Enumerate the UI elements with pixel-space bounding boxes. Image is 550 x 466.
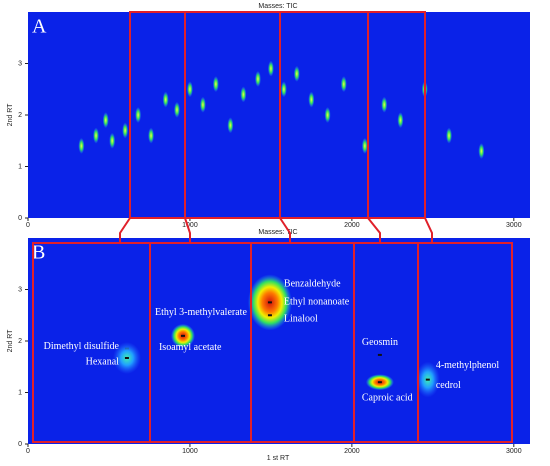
y-axis-label: 2nd RT: [7, 329, 14, 353]
panel-title: Masses: TIC: [258, 3, 297, 10]
zoom-connector: [184, 217, 191, 243]
peak-marker: [377, 353, 382, 356]
peak: [446, 127, 453, 144]
x-tick-label: 1000: [182, 448, 198, 455]
peak: [240, 86, 247, 103]
x-tick-label: 3000: [506, 222, 522, 229]
peak: [324, 107, 331, 123]
compound-label: Caproic acid: [362, 392, 413, 403]
y-tick-label: 1: [18, 389, 22, 396]
panel-title: Masses: TIC: [258, 229, 297, 236]
peak: [135, 107, 142, 123]
peak: [254, 70, 261, 87]
peak: [212, 76, 219, 93]
peak-marker: [180, 334, 185, 337]
y-tick-label: 3: [18, 286, 22, 293]
zoom-region: [367, 11, 426, 219]
peak: [109, 132, 116, 149]
peak: [361, 137, 368, 154]
peak-marker: [124, 356, 129, 359]
peak-marker: [377, 381, 382, 384]
panel-label: B: [32, 242, 45, 264]
compound-label: Dimethyl disulfide: [44, 341, 120, 352]
x-axis-label: 1 st RT: [267, 455, 290, 462]
compound-label: 4-methylphenol: [436, 360, 500, 371]
x-tick-label: 0: [26, 448, 30, 455]
x-tick-label: 0: [26, 222, 30, 229]
peak: [381, 96, 388, 113]
compound-label: Hexanal: [86, 356, 120, 367]
panel-label: A: [32, 16, 47, 38]
peak: [340, 76, 347, 93]
peak: [186, 81, 193, 98]
compound-label: Benzaldehyde: [284, 278, 341, 289]
plot-area: [28, 238, 530, 444]
y-tick-label: 0: [18, 441, 22, 448]
zoom-box: [417, 242, 513, 443]
peak: [173, 101, 180, 118]
y-tick-label: 0: [18, 215, 22, 222]
y-tick-label: 2: [18, 338, 22, 345]
zoom-connector: [119, 217, 131, 243]
peak-marker: [267, 314, 272, 317]
compound-label: cedrol: [436, 380, 461, 391]
x-tick-label: 2000: [344, 222, 360, 229]
x-tick-label: 3000: [506, 448, 522, 455]
peak: [93, 127, 100, 144]
y-tick-label: 1: [18, 163, 22, 170]
peak: [478, 143, 485, 160]
zoom-connector: [424, 217, 433, 243]
peak: [78, 137, 85, 154]
peak: [308, 91, 315, 108]
peak: [227, 117, 234, 134]
y-tick-label: 2: [18, 112, 22, 119]
x-tick-label: 2000: [344, 448, 360, 455]
zoom-connector: [279, 217, 291, 243]
peak: [267, 60, 274, 77]
compound-label: Isoamyl acetate: [159, 342, 222, 353]
peak: [162, 91, 169, 108]
peak: [280, 81, 287, 98]
y-tick-label: 3: [18, 60, 22, 67]
peak: [148, 127, 155, 144]
compound-label: Ethyl nonanoate: [284, 297, 350, 308]
peak-marker: [267, 301, 272, 304]
peak: [397, 112, 404, 129]
peak: [122, 122, 129, 139]
peak: [199, 96, 206, 113]
y-axis-label: 2nd RT: [7, 103, 14, 127]
peak-marker: [425, 378, 430, 381]
compound-label: Linalool: [284, 314, 318, 325]
compound-label: Geosmin: [362, 337, 398, 348]
peak: [293, 65, 300, 82]
x-tick-label: 1000: [182, 222, 198, 229]
compound-label: Ethyl 3-methylvalerate: [155, 307, 247, 318]
zoom-connector: [367, 217, 381, 243]
peak: [102, 112, 109, 129]
